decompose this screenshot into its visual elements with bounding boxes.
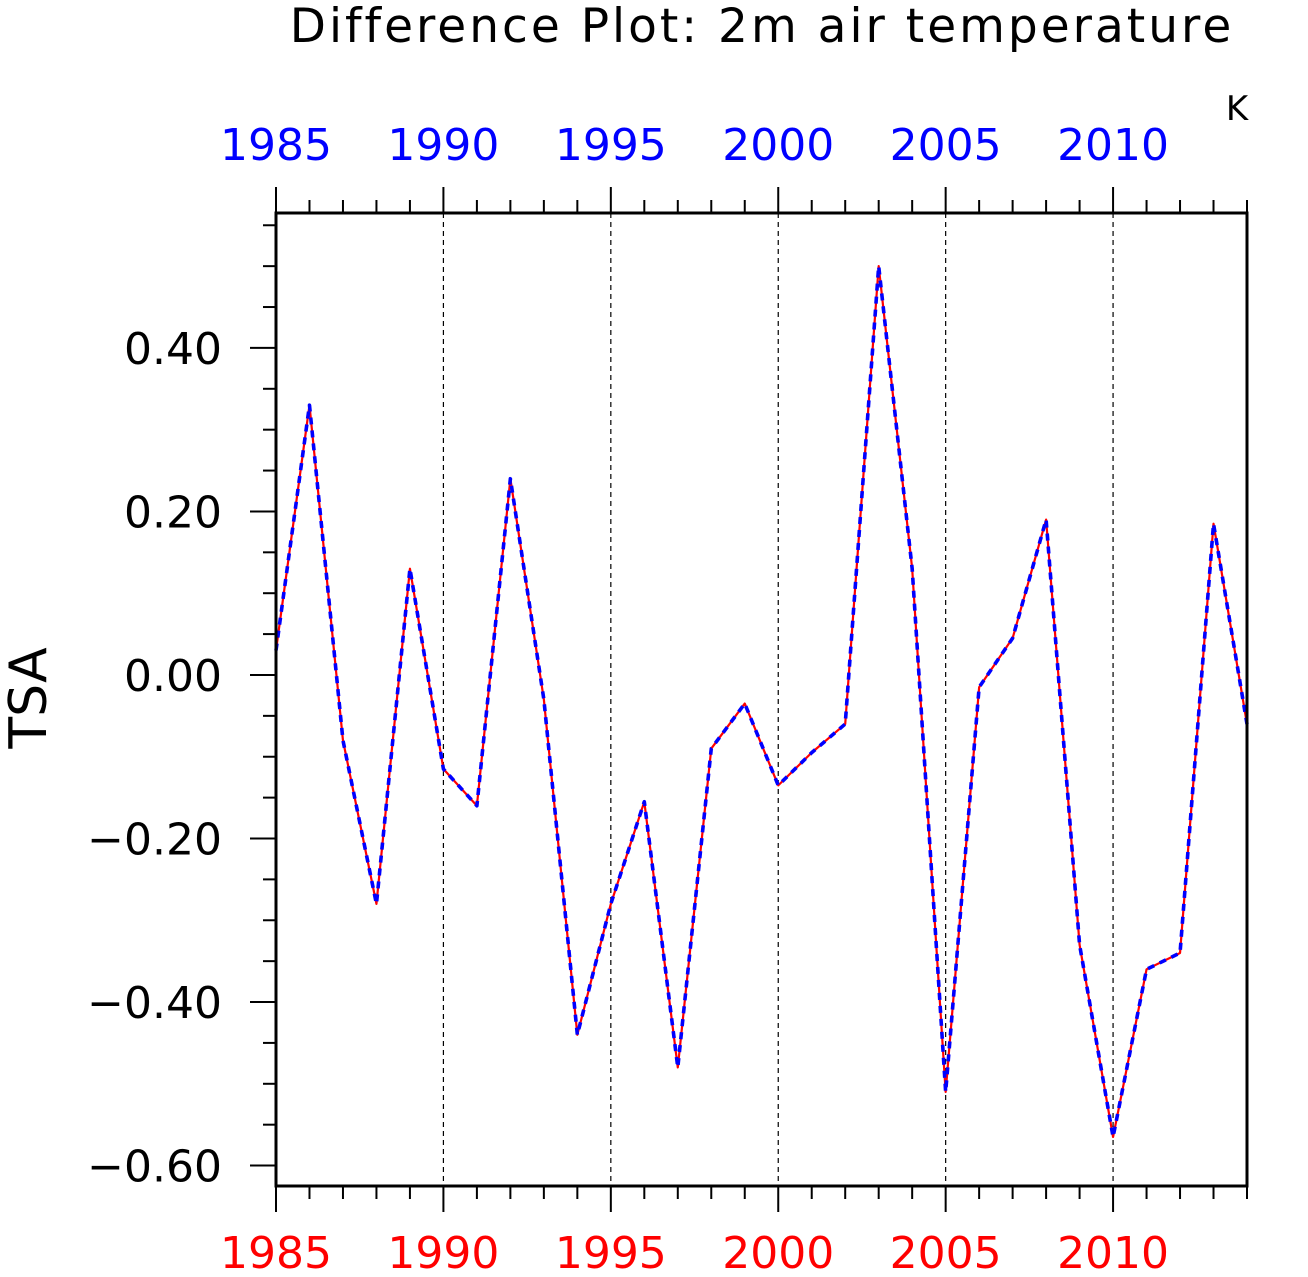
x-top-tick-label: 2010 [1057,120,1169,171]
y-axis-label: TSA [0,647,59,750]
x-top-tick-label: 1990 [387,120,499,171]
axes [250,187,1248,1212]
x-tick-label: 1995 [555,1228,667,1277]
chart-title: Difference Plot: 2m air temperature [290,0,1234,54]
y-tick-label: −0.20 [87,815,222,866]
series-line-red [274,265,1249,1139]
y-tick-label: 0.20 [124,487,222,538]
y-tick-label: −0.40 [87,978,222,1029]
y-tick-label: −0.60 [87,1142,222,1193]
data-series [274,264,1249,1139]
x-tick-label: 1985 [220,1228,332,1277]
x-tick-label: 2005 [890,1228,1002,1277]
x-tick-label: 1990 [387,1228,499,1277]
units-label: K [1226,89,1250,129]
x-top-tick-label: 2000 [722,120,834,171]
x-top-tick-label: 1985 [220,120,332,171]
series-line-blue [274,264,1249,1139]
tick-labels: 1985 1990 1995 2000 2005 2010 1985 1990 1995 2000… [87,120,1169,1277]
x-top-tick-label: 2005 [890,120,1002,171]
x-tick-label: 2000 [722,1228,834,1277]
y-tick-label: 0.00 [124,651,222,702]
y-tick-label: 0.40 [124,324,222,375]
plot-frame [274,211,1249,1188]
x-tick-label: 2010 [1057,1228,1169,1277]
grid-lines [442,213,1114,1186]
x-top-tick-label: 1995 [555,120,667,171]
